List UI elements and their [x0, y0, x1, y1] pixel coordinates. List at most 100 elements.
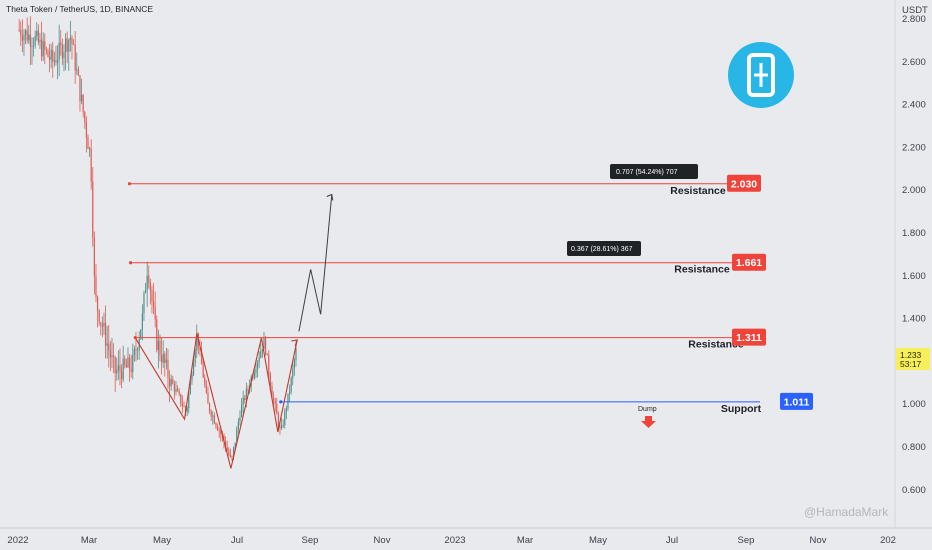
candle-body — [181, 403, 183, 407]
candle-body — [204, 377, 206, 386]
price-tick-label: 2.400 — [902, 100, 926, 111]
candle-body — [178, 391, 180, 395]
candle-body — [21, 36, 23, 41]
levels-layer: Resistance 2.030 Resistance 1.661 Resistance… — [127, 174, 813, 415]
candle-body — [199, 346, 201, 350]
time-tick-label: Sep — [302, 535, 319, 546]
candle-body — [220, 430, 222, 434]
candle-body — [48, 56, 51, 60]
candle-body — [266, 353, 268, 356]
candle-body — [23, 34, 25, 41]
candle-body — [36, 30, 38, 37]
candle-body — [20, 29, 22, 37]
time-axis: 2022 Mar May Jul Sep Nov 2023 Mar May Jul Sep Nov 20… — [7, 535, 896, 546]
candle-body — [261, 349, 263, 352]
candle-body — [151, 290, 153, 302]
candle-body — [69, 37, 71, 41]
watermark: @HamadaMark — [804, 505, 889, 519]
candle-body — [253, 373, 255, 378]
time-tick-label: Mar — [81, 535, 97, 546]
time-tick-label: 2022 — [7, 535, 28, 546]
candle-body — [223, 435, 225, 442]
candle-body — [218, 430, 220, 431]
level-anchor — [129, 261, 133, 265]
candle-body — [53, 60, 55, 62]
candle-body — [88, 148, 91, 150]
candle-body — [56, 59, 59, 63]
candle-body — [64, 38, 67, 52]
candle-body — [130, 369, 132, 372]
level-anchor — [127, 182, 132, 186]
candle-body — [58, 42, 60, 60]
candle-body — [90, 148, 92, 182]
symbol-title: Theta Token / TetherUS, 1D, BINANCE — [6, 4, 153, 14]
level-tag-value: 1.011 — [784, 396, 810, 408]
candle-body — [122, 358, 124, 380]
level-anchor — [279, 400, 283, 404]
candle-body — [293, 360, 295, 369]
candle-body — [93, 237, 95, 277]
candle-body — [276, 404, 278, 415]
candle-body — [77, 69, 79, 76]
candle-body — [71, 37, 73, 45]
candle-body — [244, 397, 246, 401]
candle-body — [240, 404, 243, 418]
projection-line — [298, 194, 333, 332]
price-tick-label: 1.000 — [902, 399, 926, 410]
candle-body — [205, 385, 207, 393]
candle-body — [256, 362, 259, 370]
candle-body — [109, 350, 111, 358]
candle-body — [61, 44, 63, 59]
time-tick-label: Jul — [231, 535, 243, 546]
currency-label: USDT — [902, 5, 928, 16]
candle-body — [277, 414, 279, 427]
candle-body — [101, 323, 103, 327]
candle-body — [271, 386, 273, 398]
time-tick-label: Nov — [374, 535, 391, 546]
candle-body — [285, 408, 287, 412]
candle-body — [125, 364, 127, 368]
candle-body — [207, 392, 209, 404]
level-label: Resistance — [674, 264, 730, 276]
candle-body — [210, 411, 212, 417]
candle-body — [39, 39, 41, 43]
candle-body — [106, 343, 108, 346]
candle-body — [242, 397, 244, 405]
candle-body — [140, 329, 142, 339]
candle-body — [148, 275, 150, 284]
candle-body — [194, 350, 196, 364]
candle-body — [124, 358, 126, 365]
level-tag-value: 1.311 — [736, 332, 762, 344]
candle-body — [152, 301, 155, 307]
current-price-tag: 1.233 53:17 — [896, 348, 930, 370]
candle-body — [247, 388, 249, 390]
level-label: Resistance — [670, 185, 726, 197]
candle-body — [40, 39, 43, 57]
level-anchor — [133, 336, 137, 340]
candle-body — [60, 42, 62, 45]
candle-body — [208, 403, 211, 412]
pattern-arrow-head — [291, 339, 298, 347]
price-tick-label: 0.800 — [902, 442, 926, 453]
price-tick-label: 2.000 — [902, 185, 926, 196]
candle-body — [237, 421, 239, 429]
candle-body — [135, 349, 137, 351]
candle-body — [269, 373, 271, 387]
candle-body — [37, 30, 39, 43]
time-tick-label: Mar — [517, 535, 533, 546]
candle-body — [34, 36, 36, 46]
price-tick-label: 2.200 — [902, 142, 926, 153]
candle-body — [55, 60, 57, 63]
candle-body — [260, 351, 262, 358]
candle-body — [162, 353, 164, 363]
measure-box-2: 0.367 (28.61%) 367 — [567, 241, 641, 256]
candle-body — [288, 391, 291, 394]
level-tag — [732, 328, 766, 346]
candle-body — [280, 425, 283, 429]
candle-body — [133, 349, 135, 356]
candle-body — [264, 337, 267, 354]
candle-body — [216, 426, 219, 431]
candle-body — [92, 181, 94, 238]
level-tag-value: 2.030 — [731, 178, 757, 190]
